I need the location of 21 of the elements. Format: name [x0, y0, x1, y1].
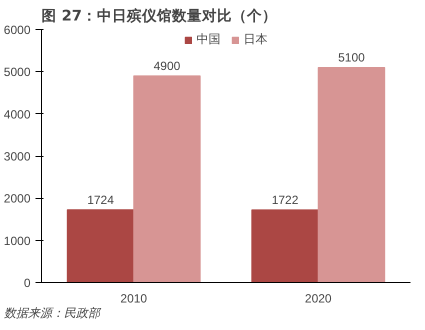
x-tick-label: 2010 [120, 292, 148, 306]
y-tick-label: 6000 [4, 23, 31, 37]
bar [251, 209, 319, 282]
legend-label: 日本 [244, 31, 268, 48]
legend-label: 中国 [196, 31, 220, 48]
y-tick-label: 5000 [4, 65, 31, 80]
source-note: 数据来源：民政部 [4, 305, 100, 322]
data-label: 5100 [338, 50, 366, 64]
y-tick-label: 1000 [4, 234, 31, 248]
x-tick-label: 2020 [304, 292, 332, 306]
data-label: 1724 [87, 192, 114, 207]
chart-title: 图 27：中日殡仪馆数量对比（个） [42, 6, 277, 24]
y-tick-label: 0 [24, 276, 31, 290]
bar [318, 66, 386, 282]
bar [133, 75, 201, 282]
y-tick-label: 4000 [4, 107, 31, 122]
y-tick-label: 2000 [4, 192, 31, 206]
y-tick-label: 3000 [4, 150, 31, 164]
data-label: 1722 [272, 192, 299, 207]
data-label: 4900 [154, 58, 181, 73]
bar [66, 209, 134, 282]
